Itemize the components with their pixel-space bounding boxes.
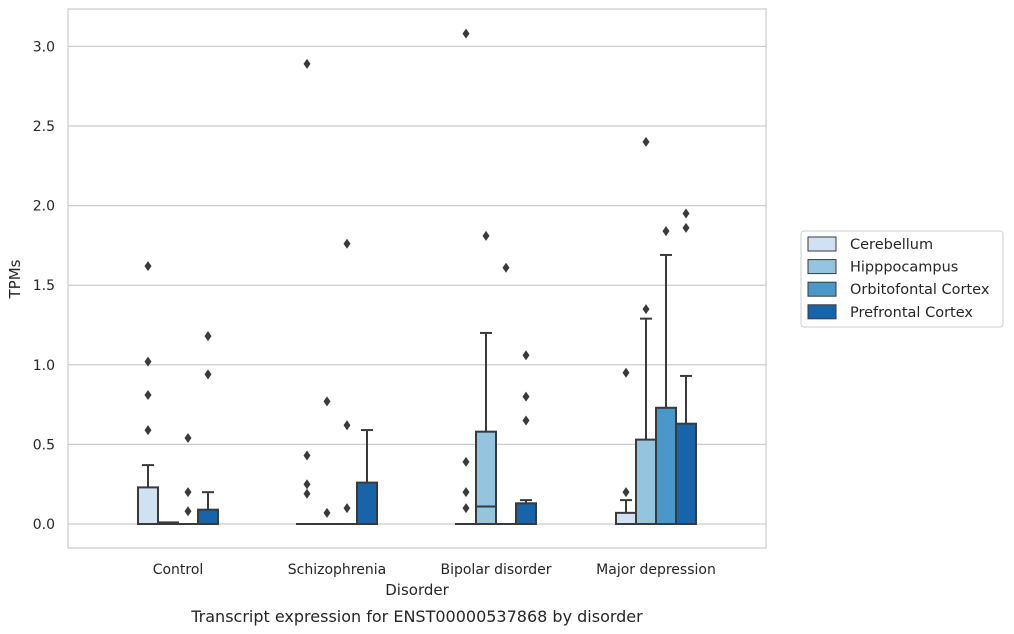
outlier-point (522, 391, 530, 402)
boxplot-cerebellum (455, 28, 477, 526)
x-axis-ticks: Control Schizophrenia Bipolar disorder Majo… (153, 562, 716, 578)
y-tick-label: 2.5 (33, 119, 55, 135)
outlier-point (462, 456, 470, 467)
outlier-point (144, 390, 152, 401)
outlier-point (642, 304, 650, 315)
x-tick-label: Schizophrenia (288, 562, 386, 578)
legend-swatch (807, 259, 837, 275)
x-axis-title: Disorder (385, 581, 449, 599)
chart-caption: Transcript expression for ENST0000053786… (190, 607, 643, 626)
y-tick-label: 0.5 (33, 437, 55, 453)
outlier-point (184, 433, 192, 444)
box (475, 430, 497, 525)
boxplot-hipppocampus (475, 230, 497, 525)
x-tick-label: Control (153, 562, 204, 578)
boxplot-hipppocampus (635, 136, 657, 525)
y-tick-label: 0.0 (33, 517, 55, 533)
y-axis-title: TPMs (6, 259, 24, 299)
legend-label: Orbitofontal Cortex (850, 282, 990, 298)
outlier-point (343, 238, 351, 249)
outlier-point (204, 331, 212, 342)
boxplot-orbitofontal-cortex (655, 226, 677, 525)
outlier-point (323, 507, 331, 518)
y-tick-label: 1.5 (33, 278, 55, 294)
outlier-point (502, 262, 510, 273)
outlier-point (343, 420, 351, 431)
plot-area-frame (67, 8, 767, 549)
boxplot-orbitofontal-cortex (495, 262, 517, 526)
outlier-point (303, 488, 311, 499)
boxplot-orbitofontal-cortex (336, 238, 358, 526)
boxplot-cerebellum (296, 58, 318, 526)
boxplot-cerebellum (615, 367, 637, 526)
legend: Cerebellum Hipppocampus Orbitofontal Corte… (800, 230, 1004, 328)
outlier-point (323, 396, 331, 407)
y-tick-label: 1.0 (33, 358, 55, 374)
outlier-point (462, 28, 470, 39)
outlier-point (522, 415, 530, 426)
boxplot-hipppocampus (316, 396, 338, 526)
box (515, 502, 537, 525)
legend-label: Hipppocampus (850, 260, 958, 276)
legend-swatch (807, 236, 837, 252)
outlier-point (522, 350, 530, 361)
box (356, 481, 378, 525)
boxplot-prefrontal-cortex (515, 350, 537, 525)
boxplot-prefrontal-cortex (675, 208, 697, 526)
y-axis-ticks: 0.0 0.5 1.0 1.5 2.0 2.5 3.0 (33, 39, 55, 533)
boxplot-cerebellum (137, 261, 159, 526)
outlier-point (482, 230, 490, 241)
outlier-point (662, 226, 670, 237)
legend-label: Cerebellum (850, 237, 933, 253)
box (635, 438, 657, 525)
boxplot-prefrontal-cortex (356, 429, 378, 525)
outlier-point (303, 58, 311, 69)
outlier-point (303, 450, 311, 461)
box (615, 511, 637, 526)
legend-frame (800, 230, 1004, 328)
box (655, 406, 677, 525)
outlier-point (682, 208, 690, 219)
outlier-point (184, 506, 192, 517)
legend-label: Prefrontal Cortex (850, 305, 973, 321)
boxplots (137, 28, 697, 526)
outlier-point (343, 503, 351, 514)
boxplot-prefrontal-cortex (197, 331, 219, 525)
y-tick-label: 2.0 (33, 199, 55, 215)
box (675, 422, 697, 526)
boxplot-orbitofontal-cortex (177, 433, 199, 526)
boxplot-hipppocampus (157, 521, 179, 526)
outlier-point (622, 367, 630, 378)
outlier-point (303, 479, 311, 490)
outlier-point (682, 222, 690, 233)
x-tick-label: Major depression (596, 562, 716, 578)
gridlines (68, 45, 766, 525)
legend-swatch (807, 304, 837, 320)
outlier-point (462, 503, 470, 514)
x-tick-label: Bipolar disorder (440, 562, 551, 578)
outlier-point (642, 136, 650, 147)
outlier-point (144, 261, 152, 272)
outlier-point (144, 425, 152, 436)
box (137, 486, 159, 526)
outlier-point (622, 487, 630, 498)
box (197, 508, 219, 525)
outlier-point (144, 356, 152, 367)
outlier-point (204, 369, 212, 380)
legend-swatch (807, 281, 837, 297)
y-tick-label: 3.0 (33, 39, 55, 55)
outlier-point (462, 487, 470, 498)
outlier-point (184, 487, 192, 498)
